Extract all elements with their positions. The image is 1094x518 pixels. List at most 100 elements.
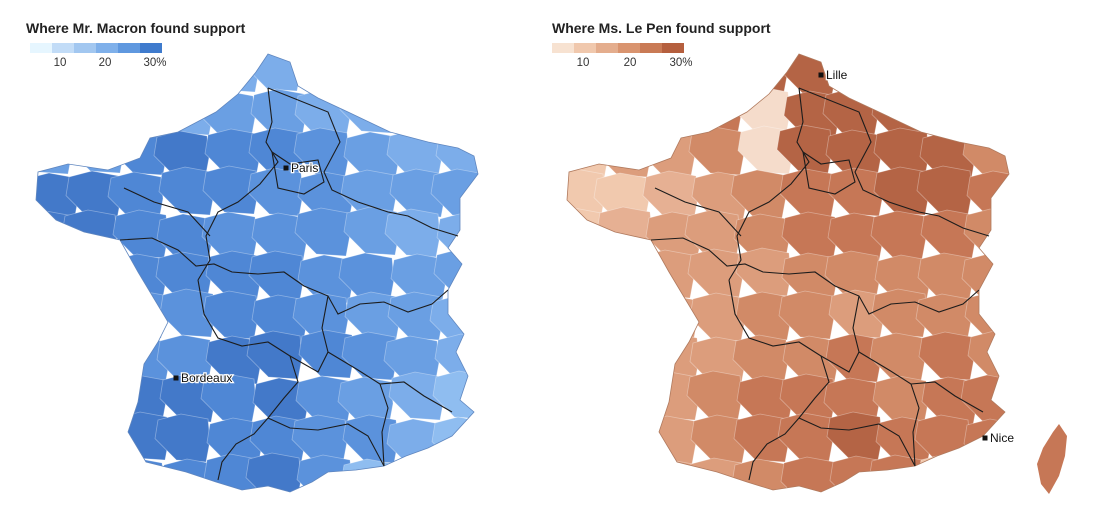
department-region [870,210,927,260]
department-region [200,373,257,423]
department-region [206,417,263,467]
department-region [567,416,608,466]
department-region [736,375,793,425]
legend-swatch [574,43,596,53]
department-region [730,169,787,219]
department-region [160,54,217,98]
department-region [873,166,930,216]
department-region [966,170,1009,220]
city-marker [818,72,824,78]
department-region [36,89,78,139]
department-region [917,252,974,302]
department-region [435,455,478,492]
department-region [731,458,788,492]
legend-swatch [52,43,74,53]
color-legend: 10 20 30% [552,43,693,73]
legend-swatch [96,43,118,53]
department-region [204,128,261,178]
department-region [63,332,120,382]
map-title: Where Mr. Macron found support [26,20,246,36]
department-region [435,54,478,95]
department-region [567,85,605,135]
department-region [597,417,654,467]
legend-tick: 10 [576,57,590,69]
department-region [874,254,931,304]
department-region [389,168,446,218]
department-region [965,452,1009,492]
department-region [916,165,973,215]
region-borders [119,87,459,481]
department-region [251,212,308,262]
legend-tick: 20 [623,57,637,69]
department-region [594,54,651,95]
legend-tick: 30% [669,57,693,69]
department-region [36,293,77,343]
department-region [294,207,351,257]
corsica [1037,424,1067,494]
department-region [567,54,608,97]
department-region [598,84,655,134]
department-region [596,206,653,256]
region-borders [650,87,990,481]
department-region [388,371,445,421]
department-region [827,167,884,217]
department-region [599,250,656,300]
department-region [61,209,118,259]
department-region [65,170,122,220]
department-region [202,165,259,215]
city-label: Nice [990,431,1014,445]
department-region [567,457,608,492]
department-region [687,54,744,97]
department-region [594,455,651,492]
department-region [337,376,394,426]
department-region [68,124,125,174]
department-region [872,375,929,425]
department-region [36,54,75,95]
department-region [690,414,747,464]
department-region [158,166,215,216]
legend-swatch [140,43,162,53]
department-region [64,412,121,462]
color-legend: 10 20 30% [30,43,167,73]
department-region [205,250,262,300]
department-region [340,54,397,98]
department-region [296,454,353,492]
department-region [343,131,400,181]
department-region [431,416,478,466]
department-region [432,85,478,135]
department-region [159,373,216,423]
department-region [340,169,397,219]
department-region [36,125,73,175]
legend-tick: 20 [98,57,112,69]
department-region [156,334,213,384]
department-region [782,335,839,385]
department-region [873,127,930,177]
department-region [251,294,308,344]
department-region [567,251,607,301]
department-region [965,86,1009,136]
department-region [62,87,119,137]
department-region [640,415,697,465]
legend-swatch [662,43,684,53]
legend-swatch [552,43,574,53]
department-region [592,293,649,343]
department-region [825,333,882,383]
legend-tick: 30% [143,57,167,69]
department-region [114,86,171,136]
department-region [67,54,124,99]
city-label: Paris [291,161,318,175]
department-region [385,54,442,96]
department-region [733,413,790,463]
department-region [250,88,307,138]
france-outline [566,53,1010,493]
department-region [108,457,165,492]
department-region [920,209,977,259]
map-title: Where Ms. Le Pen found support [552,20,771,36]
legend-swatch [640,43,662,53]
legend-tick: 10 [53,57,67,69]
department-region [155,251,212,301]
department-region [153,130,210,180]
city-marker [982,435,988,441]
legend-swatch [596,43,618,53]
department-region [735,291,792,341]
